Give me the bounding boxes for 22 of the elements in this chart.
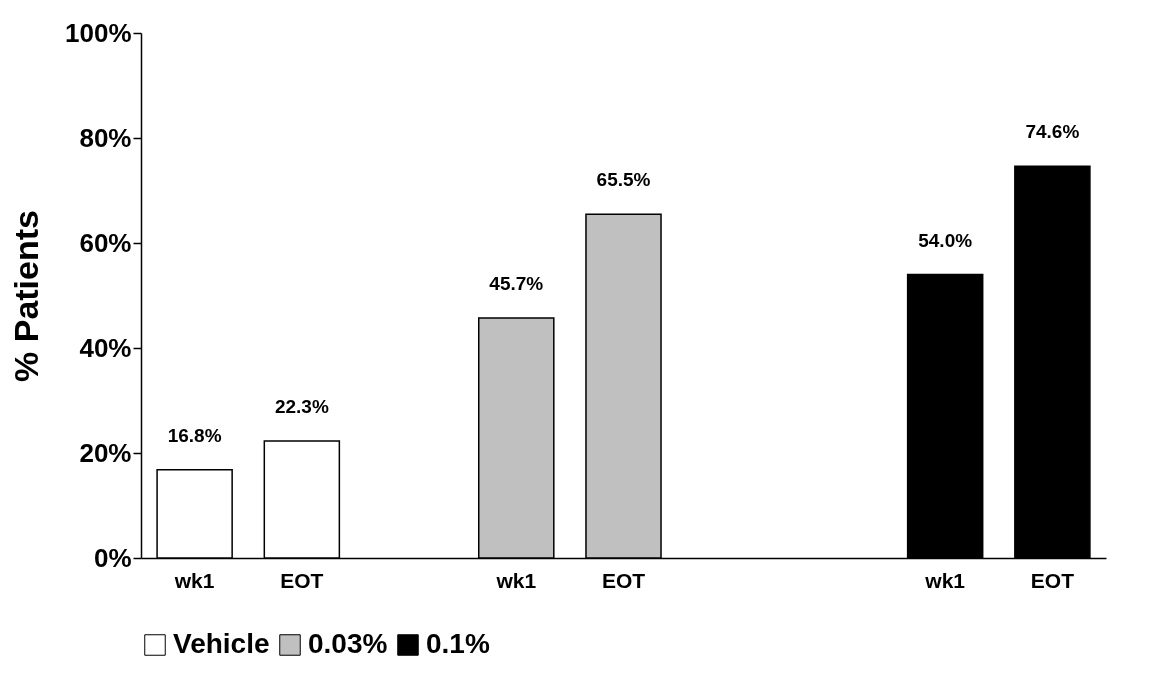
x-tick-label: wk1 <box>173 568 215 592</box>
y-tick-label: 80% <box>79 122 132 153</box>
x-tick-label: EOT <box>601 568 646 592</box>
x-tick-label: wk1 <box>495 568 537 592</box>
y-tick-label: 40% <box>79 332 132 363</box>
y-tick-label: 100% <box>65 17 132 48</box>
y-tick-label: 0% <box>93 542 132 573</box>
legend-label: 0.03% <box>308 628 388 659</box>
legend-label: 0.1% <box>426 628 490 659</box>
data-label: 54.0% <box>918 229 973 251</box>
y-tick-label: 60% <box>79 227 132 258</box>
legend-label: Vehicle <box>173 628 270 659</box>
data-label: 16.8% <box>167 424 222 446</box>
data-label: 65.5% <box>596 169 651 191</box>
x-tick-label: EOT <box>280 568 324 592</box>
data-label: 74.6% <box>1025 121 1080 143</box>
data-label: 45.7% <box>489 273 544 295</box>
x-tick-label: wk1 <box>924 568 966 592</box>
y-tick-label: 20% <box>79 437 132 468</box>
data-label: 22.3% <box>274 395 329 417</box>
x-tick-label: EOT <box>1030 568 1075 592</box>
y-axis-title: % Patients <box>7 210 45 382</box>
